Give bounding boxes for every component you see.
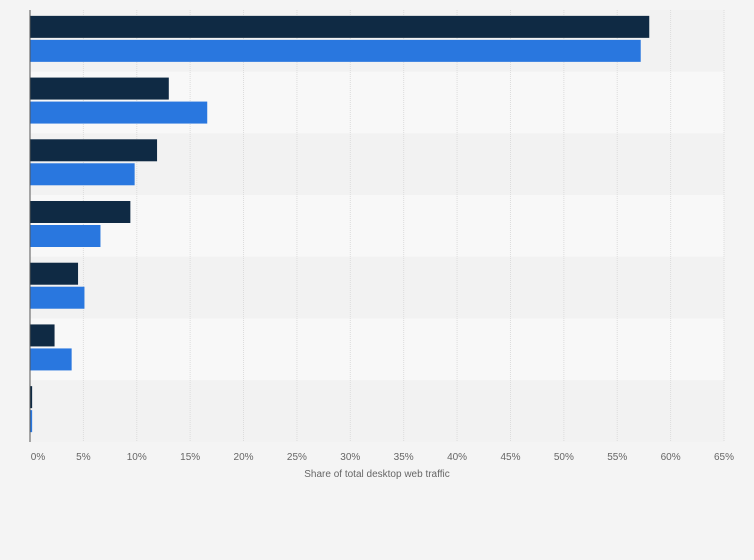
x-tick-label: 45% <box>500 452 520 463</box>
x-tick-label: 40% <box>447 452 467 463</box>
category-band <box>30 195 724 257</box>
category-band <box>30 318 724 381</box>
category-band <box>30 380 724 442</box>
x-tick-label: 30% <box>340 452 360 463</box>
x-tick-label: 15% <box>180 452 200 463</box>
bar-series-2 <box>30 101 208 124</box>
x-tick-label: 60% <box>661 452 681 463</box>
category-bands <box>30 10 724 442</box>
category-band <box>30 256 724 319</box>
x-tick-label: 0% <box>31 452 46 463</box>
x-tick-label: 5% <box>76 452 91 463</box>
x-tick-label: 10% <box>127 452 147 463</box>
bar-series-2 <box>30 348 72 371</box>
bar-series-1 <box>30 324 55 347</box>
bars <box>30 15 650 433</box>
bar-series-1 <box>30 15 650 38</box>
bar-series-1 <box>30 139 158 162</box>
x-tick-label: 65% <box>714 452 734 463</box>
bar-series-1 <box>30 201 131 223</box>
bar-series-2 <box>30 225 101 247</box>
bar-series-1 <box>30 77 169 100</box>
x-axis-title: Share of total desktop web traffic <box>304 469 449 480</box>
bar-series-2 <box>30 410 33 433</box>
x-tick-label: 25% <box>287 452 307 463</box>
bar-series-1 <box>30 386 33 409</box>
x-tick-label: 50% <box>554 452 574 463</box>
x-axis-ticks: 0% 5% 10% 15% 20% 25% 30% 35% 40% 45% 50% 55% 60% 65% <box>31 452 734 463</box>
bar-series-2 <box>30 163 135 186</box>
bar-series-2 <box>30 286 85 309</box>
x-tick-label: 35% <box>394 452 414 463</box>
x-tick-label: 20% <box>234 452 254 463</box>
x-tick-label: 55% <box>607 452 627 463</box>
bar-series-1 <box>30 262 79 285</box>
bar-series-2 <box>30 39 641 62</box>
